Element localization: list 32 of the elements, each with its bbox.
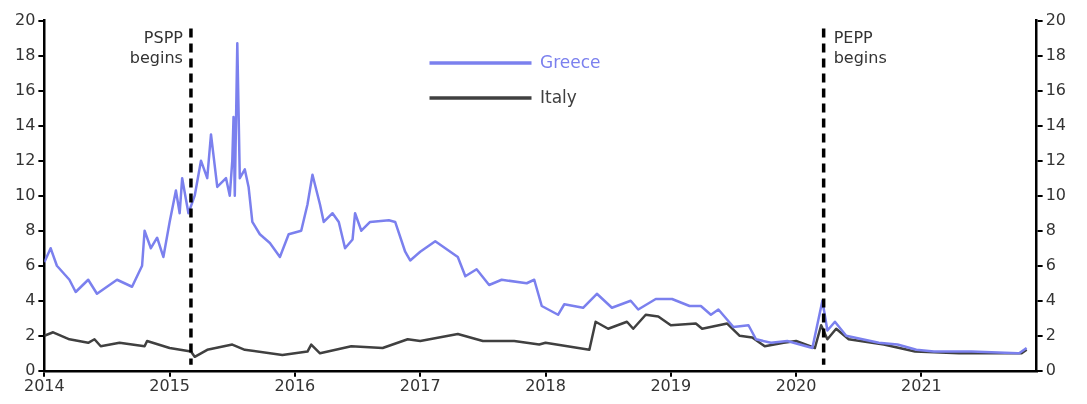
x-tick-label: 2016: [274, 375, 316, 395]
y2-tick-label: 8: [1045, 219, 1056, 239]
y-tick-label: 4: [25, 289, 36, 309]
y-tick-label: 6: [25, 254, 36, 274]
x-tick-label: 2018: [525, 375, 566, 395]
y2-tick-label: 4: [1045, 289, 1056, 309]
y-tick-label: 18: [15, 44, 36, 64]
y2-tick-label: 16: [1045, 79, 1066, 99]
y-tick-label: 8: [25, 219, 36, 239]
y-tick-label: 16: [15, 79, 36, 99]
ref-line-label: PEPP begins: [833, 27, 887, 67]
y2-tick-label: 20: [1045, 9, 1066, 29]
y-tick-label: 10: [15, 184, 36, 204]
x-tick-label: 2021: [901, 375, 942, 395]
y2-tick-label: 10: [1045, 184, 1066, 204]
text: Greece: [540, 51, 601, 72]
y-tick-label: 2: [25, 324, 36, 344]
y2-tick-label: 12: [1045, 149, 1066, 169]
x-tick-label: 2019: [650, 375, 692, 395]
y2-tick-label: 0: [1045, 359, 1056, 379]
y2-tick-label: 6: [1045, 254, 1056, 274]
x-tick-label: 2020: [775, 375, 817, 395]
y-tick-label: 12: [15, 149, 36, 169]
y-tick-label: 20: [15, 9, 36, 29]
ref-line-label: PSPP begins: [129, 27, 184, 67]
text: Italy: [540, 86, 577, 107]
y2-tick-label: 18: [1045, 44, 1066, 64]
y-tick-label: 14: [15, 114, 36, 134]
y2-tick-label: 2: [1045, 324, 1056, 344]
x-tick-label: 2015: [149, 375, 191, 395]
y2-tick-label: 14: [1045, 114, 1066, 134]
x-tick-label: 2017: [399, 375, 441, 395]
